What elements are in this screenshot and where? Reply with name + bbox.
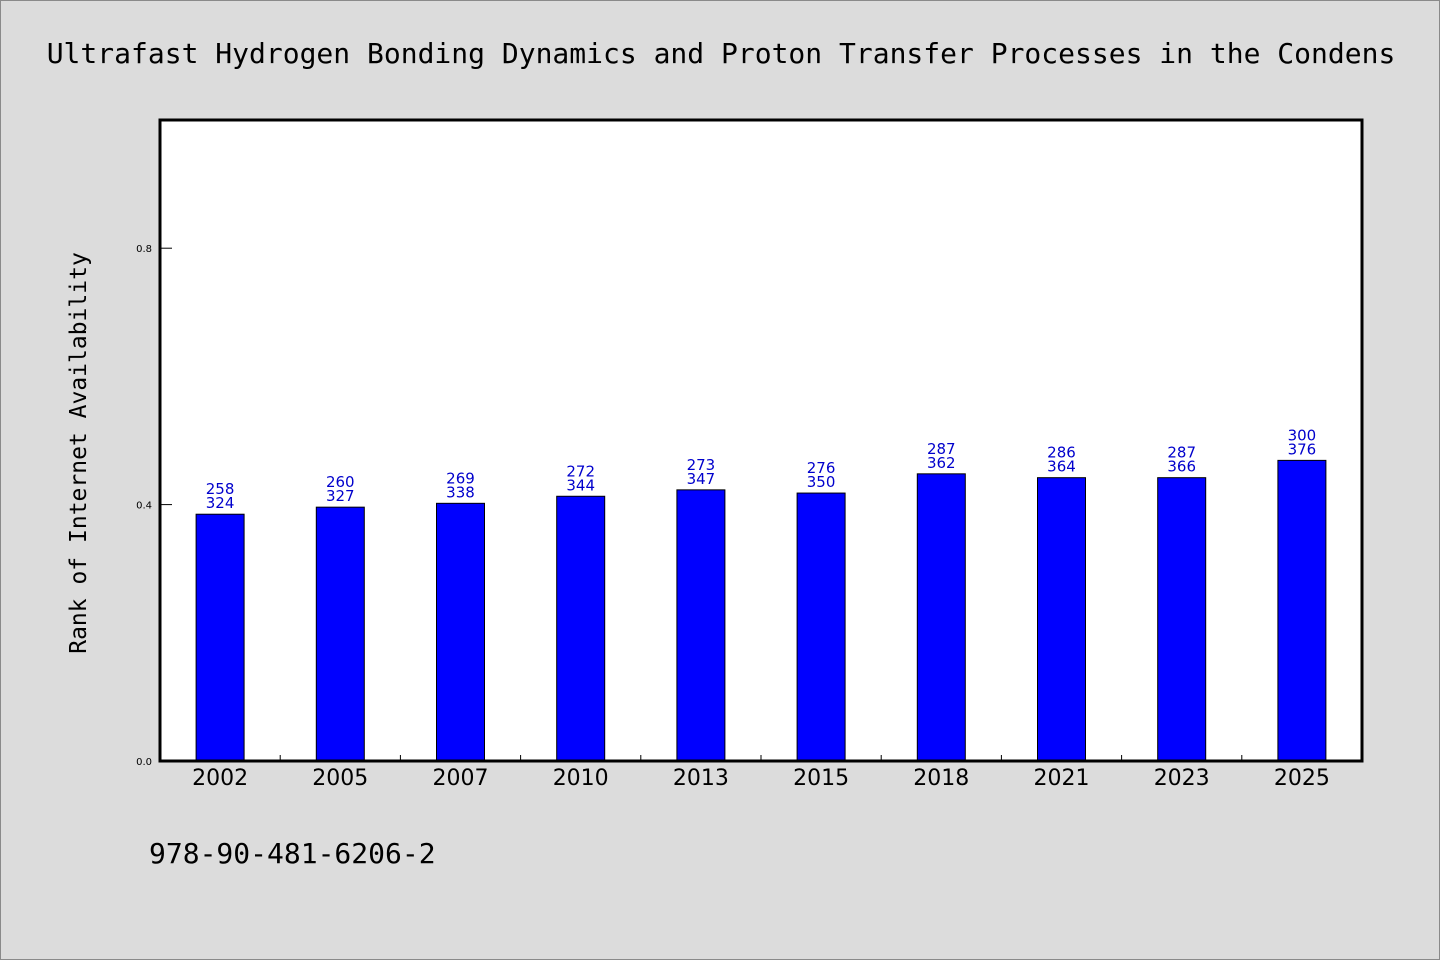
bar-data-label: 362 (927, 454, 956, 472)
plot-border (158, 118, 1364, 763)
x-tick-label: 2025 (1274, 766, 1330, 791)
bar-data-label: 327 (326, 487, 355, 505)
x-tick-label: 2013 (673, 766, 729, 791)
bar-data-label: 364 (1047, 458, 1076, 476)
bar-data-label: 286 (1047, 444, 1076, 462)
isbn-footer: 978-90-481-6206-2 (149, 837, 436, 870)
x-tick-label: 2021 (1034, 766, 1090, 791)
x-tick-label: 2007 (433, 766, 489, 791)
bar-data-label: 350 (807, 473, 836, 491)
bar (1157, 477, 1207, 762)
bar-data-label: 269 (446, 469, 475, 487)
bar-data-label: 344 (566, 476, 595, 494)
x-tick-label: 2010 (553, 766, 609, 791)
chart-title: Ultrafast Hydrogen Bonding Dynamics and … (47, 37, 1396, 70)
x-tick-label: 2015 (793, 766, 849, 791)
bars-layer (195, 459, 1327, 762)
bar (1037, 477, 1086, 762)
bar (195, 513, 245, 762)
bar-data-label: 324 (206, 494, 235, 512)
x-tick-label: 2023 (1154, 766, 1210, 791)
bar-data-label: 287 (1167, 444, 1196, 462)
bar-data-label: 258 (206, 480, 235, 498)
x-tick-label: 2018 (913, 766, 969, 791)
bar (315, 506, 365, 762)
bar (916, 473, 966, 762)
x-tick-label: 2005 (312, 766, 368, 791)
bar-data-label: 276 (807, 459, 836, 477)
bar-data-label: 376 (1288, 440, 1317, 458)
bar-data-label: 300 (1288, 426, 1317, 444)
y-tick-label: 0.0 (136, 757, 152, 768)
bar-data-label: 260 (326, 473, 355, 491)
bar-data-label: 272 (566, 462, 595, 480)
bar (796, 492, 846, 762)
bar (1277, 459, 1327, 762)
bar (676, 489, 726, 762)
y-axis-label: Rank of Internet Availability (66, 252, 92, 654)
bar-data-label: 366 (1167, 458, 1196, 476)
bar (436, 502, 485, 762)
bar-data-label: 287 (927, 440, 956, 458)
y-tick-label: 0.8 (136, 244, 152, 255)
bar (556, 495, 606, 762)
bar-data-label: 338 (446, 483, 475, 501)
bar-data-label: 347 (687, 470, 716, 488)
y-tick-label: 0.4 (136, 501, 152, 512)
x-tick-label: 2002 (192, 766, 248, 791)
bar-data-label: 273 (687, 456, 716, 474)
